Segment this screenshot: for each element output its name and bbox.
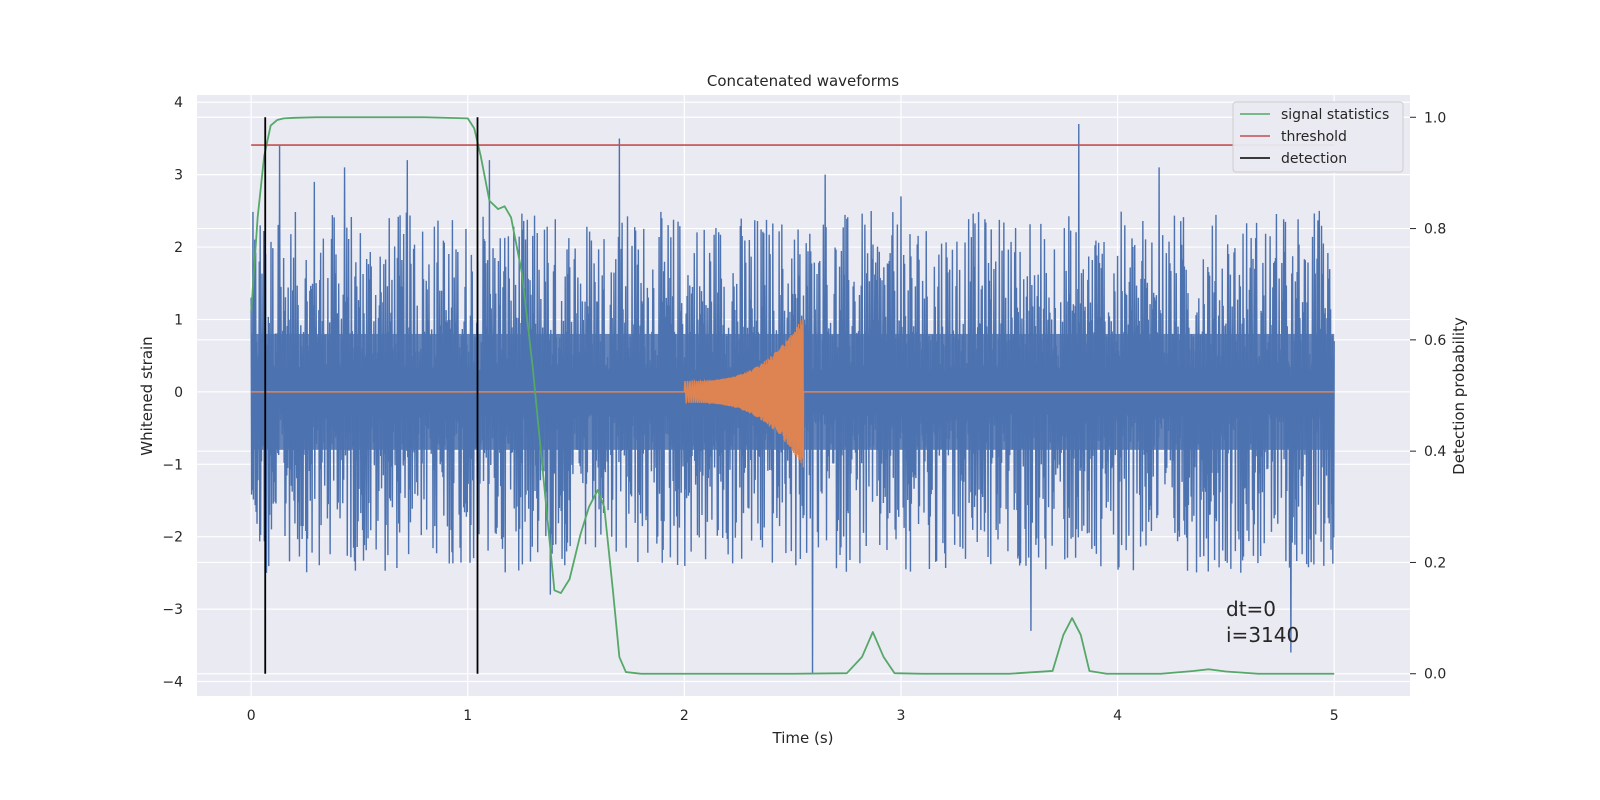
legend: signal statistics threshold detection [1232, 101, 1404, 173]
x-tick-label: 0 [247, 708, 256, 724]
y-tick-label: 4 [174, 95, 183, 111]
annotation-dt: dt=0 [1226, 597, 1276, 621]
y-tick-label-right: 1.0 [1424, 110, 1446, 126]
x-tick-label: 4 [1113, 708, 1122, 724]
y-tick-label: 0 [174, 385, 183, 401]
y-tick-label: 2 [174, 240, 183, 256]
y-tick-label: 1 [174, 312, 183, 328]
waveform-series [251, 319, 1335, 468]
y-axis-label: Whitened strain [138, 336, 156, 455]
strain-line [250, 123, 1335, 675]
legend-label-signal-statistics: signal statistics [1281, 107, 1389, 123]
chart-title: Concatenated waveforms [707, 72, 899, 90]
annotation-i: i=3140 [1226, 623, 1299, 647]
y-axis-right-label: Detection probability [1450, 317, 1468, 475]
y-tick-label: −2 [162, 530, 183, 546]
y-tick-label: −1 [162, 457, 183, 473]
y-tick-label-right: 0.2 [1424, 555, 1446, 571]
waveform-line [251, 319, 1335, 468]
legend-label-threshold: threshold [1281, 129, 1347, 145]
detection-series [264, 117, 479, 674]
y-tick-label-right: 0.0 [1424, 667, 1446, 683]
legend-box [1232, 101, 1404, 173]
y-tick-label-right: 0.8 [1424, 222, 1446, 238]
x-tick-label: 5 [1330, 708, 1339, 724]
y-tick-label: −4 [162, 675, 183, 691]
x-tick-label: 1 [463, 708, 472, 724]
signal-statistics-line [250, 116, 1335, 675]
y-tick-label: 3 [174, 168, 183, 184]
y-tick-label: −3 [162, 602, 183, 618]
legend-label-detection: detection [1281, 151, 1347, 167]
y-tick-label-right: 0.6 [1424, 333, 1446, 349]
ticks: 0 1 2 3 4 5 −4 −3 −2 −1 0 1 2 3 4 0.0 0.2 0.4 0.6 0.8 1.0 [162, 95, 1446, 724]
y-tick-label-right: 0.4 [1424, 444, 1446, 460]
x-tick-label: 3 [897, 708, 906, 724]
x-axis-label: Time (s) [772, 729, 834, 747]
signal-statistics-series [250, 116, 1335, 675]
x-tick-label: 2 [680, 708, 689, 724]
